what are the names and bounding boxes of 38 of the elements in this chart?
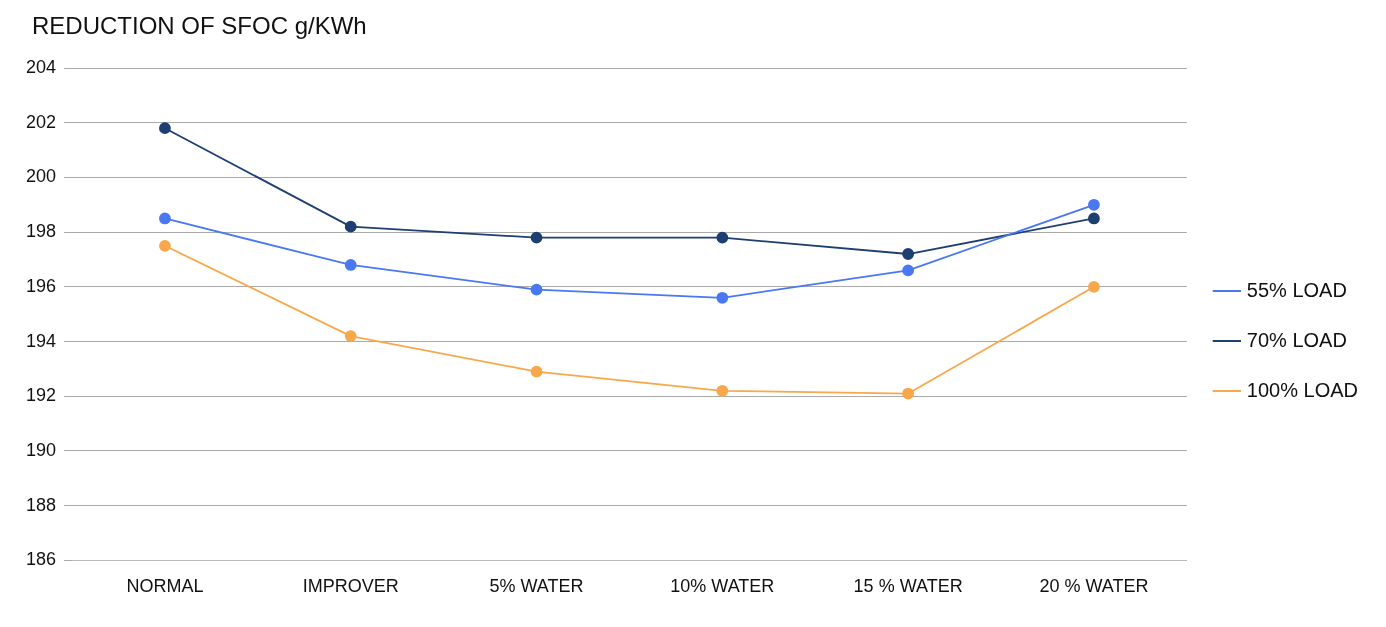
y-tick-label: 200 bbox=[25, 166, 57, 187]
x-tick-label: 5% WATER bbox=[489, 576, 584, 597]
point bbox=[159, 122, 171, 135]
point bbox=[716, 384, 729, 397]
chart-title: REDUCTION OF SFOC g/KWh bbox=[32, 12, 367, 40]
point bbox=[344, 220, 357, 233]
x-tick-label: NORMAL bbox=[126, 576, 204, 597]
point bbox=[530, 231, 543, 244]
y-tick-label: 196 bbox=[25, 275, 57, 296]
y-tick-label: 186 bbox=[25, 549, 57, 570]
point bbox=[716, 291, 729, 304]
point bbox=[530, 283, 543, 296]
legend-label: 70% LOAD bbox=[1246, 328, 1347, 351]
y-tick-label: 202 bbox=[25, 111, 57, 132]
point bbox=[159, 239, 171, 252]
point bbox=[159, 212, 171, 225]
legend-label: 100% LOAD bbox=[1246, 378, 1358, 401]
point bbox=[716, 231, 729, 244]
x-tick-label: 10% WATER bbox=[670, 576, 775, 597]
point bbox=[1088, 198, 1100, 211]
x-tick-label: 15 % WATER bbox=[853, 576, 963, 597]
y-tick-label: 188 bbox=[25, 494, 57, 515]
y-tick-label: 204 bbox=[25, 56, 57, 77]
y-tick-label: 192 bbox=[25, 385, 57, 406]
point bbox=[344, 259, 357, 271]
x-tick-label: IMPROVER bbox=[302, 576, 399, 597]
y-tick-label: 190 bbox=[25, 439, 57, 460]
point bbox=[1088, 212, 1100, 225]
y-tick-label: 194 bbox=[25, 330, 57, 351]
y-tick-label: 198 bbox=[25, 221, 57, 242]
point bbox=[530, 365, 543, 378]
x-tick-label: 20 % WATER bbox=[1039, 576, 1149, 597]
point bbox=[344, 330, 357, 342]
point bbox=[902, 387, 915, 400]
point bbox=[1088, 280, 1100, 293]
point bbox=[902, 264, 915, 277]
legend-label: 55% LOAD bbox=[1246, 278, 1347, 301]
point bbox=[902, 248, 915, 260]
